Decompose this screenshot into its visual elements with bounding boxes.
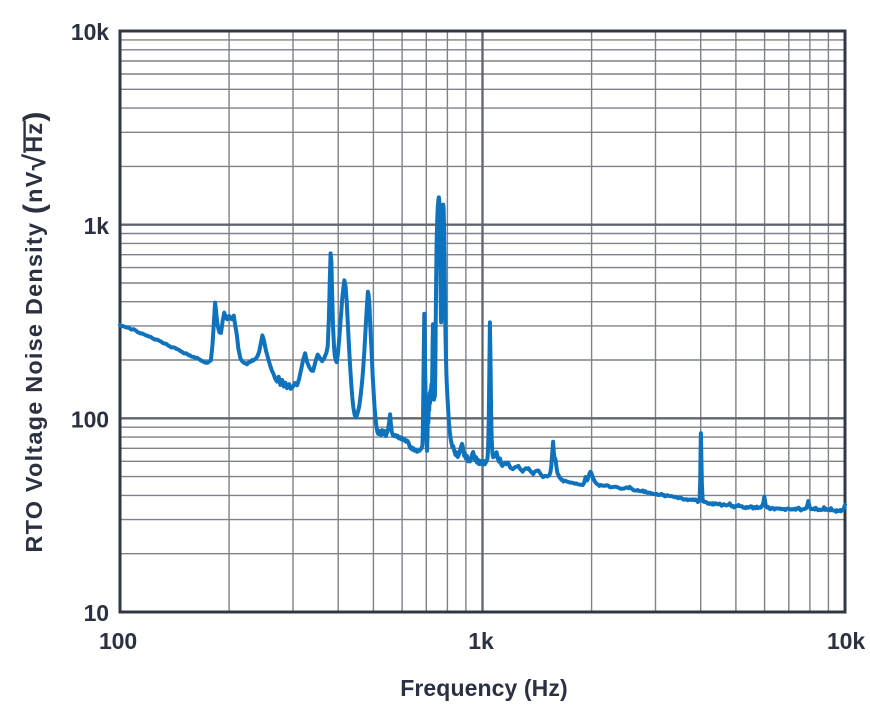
svg-text:RTO Voltage Noise Density (nV√: RTO Voltage Noise Density (nV√Hz) xyxy=(18,110,52,552)
svg-text:10k: 10k xyxy=(71,19,109,45)
svg-text:10: 10 xyxy=(84,600,109,626)
svg-text:100: 100 xyxy=(71,407,109,433)
svg-text:100: 100 xyxy=(99,628,137,654)
svg-text:10k: 10k xyxy=(827,628,865,654)
svg-text:1k: 1k xyxy=(468,628,494,654)
svg-text:Frequency (Hz): Frequency (Hz) xyxy=(400,675,568,701)
svg-text:1k: 1k xyxy=(84,213,110,239)
